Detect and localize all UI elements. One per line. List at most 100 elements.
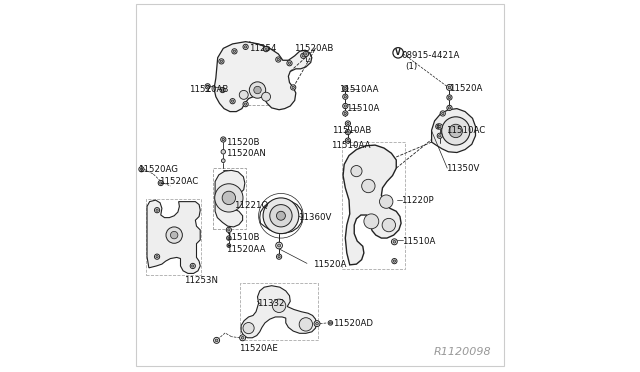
Bar bbox=[230, 62, 278, 105]
Circle shape bbox=[392, 259, 397, 264]
Circle shape bbox=[362, 179, 375, 193]
Circle shape bbox=[277, 58, 280, 61]
Circle shape bbox=[250, 82, 266, 98]
Circle shape bbox=[156, 256, 158, 258]
Circle shape bbox=[154, 254, 159, 259]
Circle shape bbox=[221, 137, 226, 142]
Circle shape bbox=[140, 168, 143, 170]
Circle shape bbox=[449, 124, 463, 138]
Circle shape bbox=[351, 166, 362, 177]
Circle shape bbox=[303, 51, 308, 57]
Circle shape bbox=[228, 245, 230, 246]
Circle shape bbox=[436, 124, 441, 129]
Circle shape bbox=[222, 191, 236, 205]
Circle shape bbox=[342, 86, 348, 91]
Text: V: V bbox=[395, 48, 401, 57]
Text: 11510A: 11510A bbox=[402, 237, 435, 246]
Circle shape bbox=[292, 86, 294, 89]
Circle shape bbox=[227, 236, 231, 240]
Circle shape bbox=[392, 239, 397, 245]
Bar bbox=[146, 199, 201, 275]
Circle shape bbox=[344, 87, 346, 90]
Circle shape bbox=[191, 265, 194, 267]
Circle shape bbox=[299, 318, 312, 331]
Polygon shape bbox=[147, 200, 200, 273]
Circle shape bbox=[207, 85, 209, 87]
Text: 11350V: 11350V bbox=[447, 164, 480, 173]
Circle shape bbox=[262, 92, 271, 101]
Text: 11520AB: 11520AB bbox=[189, 85, 228, 94]
Circle shape bbox=[276, 254, 282, 259]
Circle shape bbox=[278, 256, 280, 258]
Circle shape bbox=[448, 107, 451, 109]
Circle shape bbox=[239, 335, 246, 341]
Circle shape bbox=[347, 140, 349, 142]
Circle shape bbox=[264, 46, 269, 52]
Circle shape bbox=[156, 209, 158, 211]
Text: 11510AA: 11510AA bbox=[339, 85, 378, 94]
Circle shape bbox=[442, 117, 470, 145]
Circle shape bbox=[205, 84, 211, 89]
Circle shape bbox=[347, 131, 349, 133]
Circle shape bbox=[222, 138, 225, 141]
Circle shape bbox=[380, 195, 393, 208]
Circle shape bbox=[215, 184, 243, 212]
Circle shape bbox=[263, 198, 299, 234]
Circle shape bbox=[228, 229, 230, 231]
Circle shape bbox=[243, 44, 248, 49]
Circle shape bbox=[219, 59, 224, 64]
Circle shape bbox=[437, 124, 442, 129]
Text: 11510AB: 11510AB bbox=[332, 126, 372, 135]
Circle shape bbox=[344, 105, 346, 107]
Circle shape bbox=[382, 218, 396, 232]
Circle shape bbox=[227, 227, 232, 232]
Circle shape bbox=[254, 86, 261, 94]
Text: 11254: 11254 bbox=[250, 44, 277, 53]
Circle shape bbox=[301, 53, 306, 58]
Polygon shape bbox=[215, 170, 245, 227]
Circle shape bbox=[170, 231, 178, 239]
Circle shape bbox=[438, 135, 441, 137]
Circle shape bbox=[273, 299, 286, 312]
Bar bbox=[342, 142, 405, 269]
Circle shape bbox=[440, 111, 445, 116]
Polygon shape bbox=[241, 286, 316, 338]
Text: 11510B: 11510B bbox=[227, 233, 260, 242]
Circle shape bbox=[346, 138, 351, 143]
Circle shape bbox=[215, 339, 218, 342]
Circle shape bbox=[330, 322, 332, 324]
Circle shape bbox=[438, 125, 441, 128]
Circle shape bbox=[190, 263, 195, 269]
Circle shape bbox=[276, 211, 285, 220]
Text: 11510AC: 11510AC bbox=[447, 126, 486, 135]
Circle shape bbox=[278, 244, 280, 247]
Circle shape bbox=[302, 55, 305, 57]
Circle shape bbox=[220, 60, 223, 62]
Circle shape bbox=[342, 94, 348, 99]
Circle shape bbox=[233, 50, 236, 52]
Circle shape bbox=[243, 323, 254, 334]
Circle shape bbox=[291, 85, 296, 90]
Bar bbox=[213, 168, 246, 229]
Bar bbox=[239, 283, 318, 340]
Circle shape bbox=[159, 182, 162, 184]
Circle shape bbox=[342, 103, 348, 109]
Circle shape bbox=[287, 61, 292, 66]
Text: (1): (1) bbox=[405, 62, 417, 71]
Circle shape bbox=[316, 322, 318, 325]
Text: 08915-4421A: 08915-4421A bbox=[402, 51, 460, 60]
Text: 11510A: 11510A bbox=[346, 104, 380, 113]
Text: 11520B: 11520B bbox=[227, 138, 260, 147]
Circle shape bbox=[239, 90, 248, 99]
Circle shape bbox=[346, 129, 351, 135]
Circle shape bbox=[393, 240, 396, 243]
Circle shape bbox=[220, 87, 225, 93]
Circle shape bbox=[265, 48, 268, 50]
Text: 11253N: 11253N bbox=[184, 276, 218, 285]
Circle shape bbox=[344, 112, 346, 115]
Text: 11332: 11332 bbox=[257, 299, 284, 308]
Circle shape bbox=[364, 214, 379, 229]
Circle shape bbox=[437, 133, 442, 138]
Circle shape bbox=[437, 125, 440, 128]
Circle shape bbox=[346, 121, 351, 126]
